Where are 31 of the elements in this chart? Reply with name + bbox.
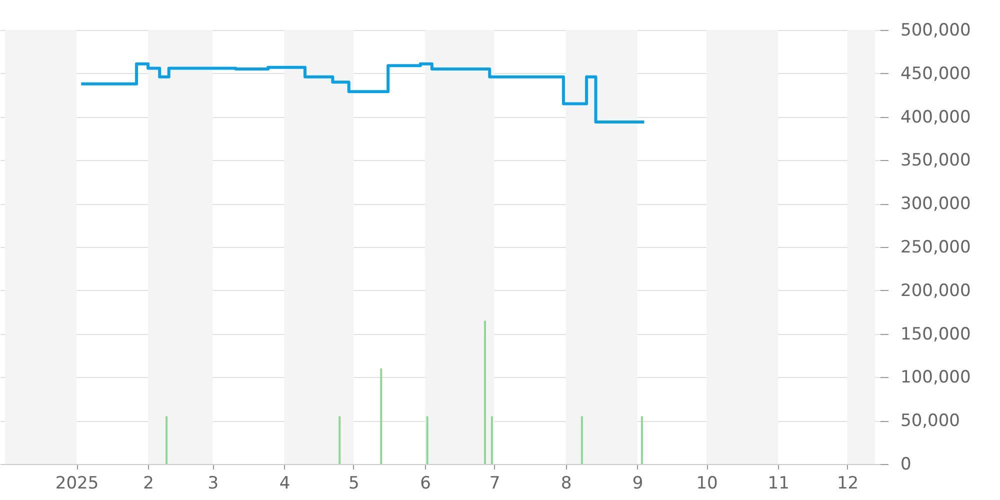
bar <box>640 416 643 464</box>
y-tick-label: 200,000 <box>900 280 971 301</box>
y-tick-label: 500,000 <box>900 20 971 40</box>
x-tick-label: 4 <box>279 474 290 494</box>
x-tick-label: 7 <box>489 474 500 494</box>
bar <box>338 416 341 464</box>
x-tick-label: 11 <box>768 474 790 494</box>
y-tick-label: 0 <box>900 454 912 474</box>
bar <box>166 416 168 464</box>
x-tick-label: 6 <box>420 474 431 494</box>
y-tick-label: 450,000 <box>900 64 971 84</box>
y-tick-label: 400,000 <box>900 107 971 128</box>
x-tick-label: 5 <box>348 474 360 494</box>
bar <box>580 416 583 464</box>
x-tick-label: 3 <box>208 474 219 494</box>
y-tick-label: 150,000 <box>900 324 971 344</box>
bar <box>426 416 428 464</box>
bar <box>380 368 382 464</box>
x-tick-label: 9 <box>632 474 644 494</box>
y-tick-label: 300,000 <box>900 194 971 214</box>
y-tick-label: 50,000 <box>900 411 960 432</box>
x-tick-label: 2025 <box>55 474 99 494</box>
bar <box>484 320 486 464</box>
x-tick-label: 2 <box>143 474 154 494</box>
y-tick-label: 350,000 <box>900 150 971 171</box>
bar <box>490 416 493 464</box>
x-tick-label: 12 <box>836 474 859 494</box>
x-tick-label: 8 <box>560 474 572 494</box>
y-tick-label: 100,000 <box>900 368 971 388</box>
x-tick-label: 10 <box>696 474 718 494</box>
y-tick-label: 250,000 <box>900 238 971 258</box>
